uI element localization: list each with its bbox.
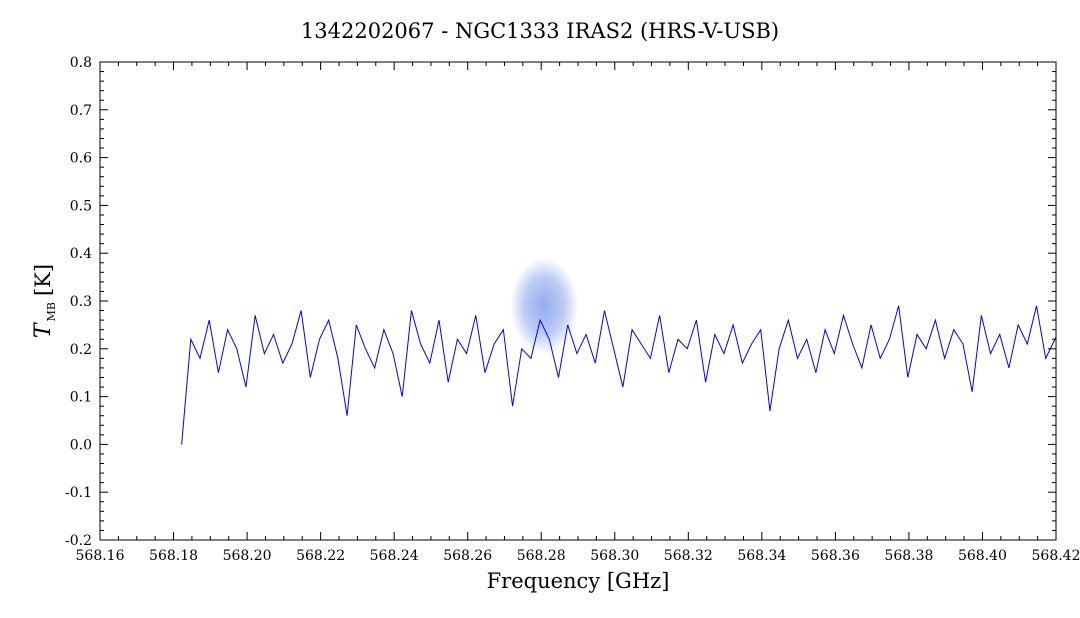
x-tick-label: 568.18 [149,548,198,564]
y-axis-label-symbol: T [31,321,56,338]
y-tick-label: 0.2 [70,342,92,358]
y-tick-label: 0.6 [70,151,92,167]
x-tick-label: 568.28 [517,548,566,564]
x-tick-label: 568.32 [664,548,713,564]
y-tick-label: 0.0 [70,437,92,453]
svg-text:TMB[K]: TMB [K] [31,264,58,338]
y-axis-label-unit: [K] [31,264,55,296]
x-tick-label: 568.26 [443,548,492,564]
y-tick-label: 0.4 [70,246,92,262]
chart-title: 1342202067 - NGC1333 IRAS2 (HRS-V-USB) [301,19,779,43]
x-tick-label: 568.40 [958,548,1007,564]
y-tick-label: 0.7 [70,103,92,119]
y-tick-label: 0.5 [70,198,92,214]
x-tick-label: 568.20 [223,548,272,564]
y-tick-label: 0.3 [70,294,92,310]
y-axis-label: TMB [K] [31,264,58,338]
x-tick-label: 568.42 [1032,548,1080,564]
line-highlight-marker [510,257,579,354]
x-tick-label: 568.30 [590,548,639,564]
y-axis-label-subscript: MB [45,302,58,321]
y-tick-label: 0.1 [70,390,92,406]
y-tick-label: 0.8 [70,55,92,71]
x-tick-label: 568.36 [811,548,860,564]
spectrum-series-line [181,305,1056,445]
x-tick-label: 568.38 [884,548,933,564]
x-tick-label: 568.22 [296,548,345,564]
y-tick-label: -0.2 [65,533,92,549]
x-tick-label: 568.34 [737,548,786,564]
y-tick-label: -0.1 [65,485,92,501]
x-tick-label: 568.16 [76,548,125,564]
x-tick-label: 568.24 [370,548,419,564]
x-axis-label: Frequency [GHz] [487,569,670,593]
